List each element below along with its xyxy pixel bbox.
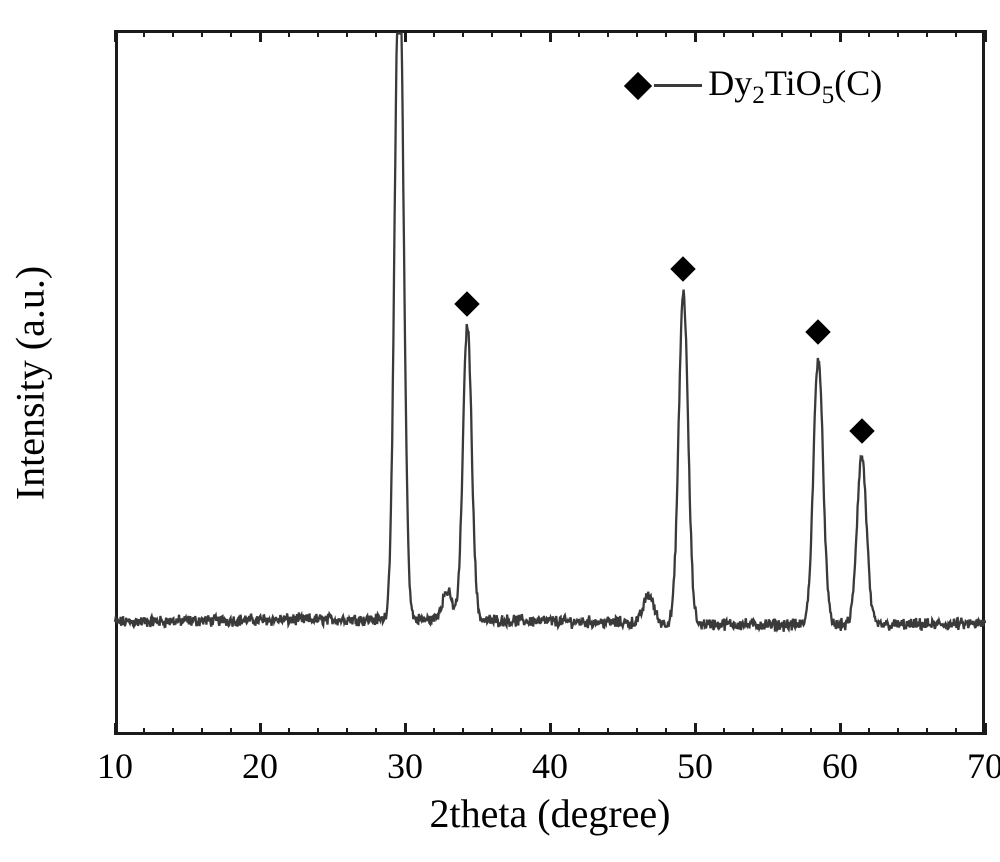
x-minor-tick-top: [491, 30, 493, 37]
x-minor-tick: [288, 728, 290, 735]
x-minor-tick: [607, 728, 609, 735]
x-minor-tick: [433, 728, 435, 735]
x-minor-tick: [955, 728, 957, 735]
x-tick-label: 30: [387, 745, 423, 787]
x-minor-tick: [375, 728, 377, 735]
x-minor-tick-top: [723, 30, 725, 37]
x-tick: [549, 723, 552, 735]
x-tick: [114, 723, 117, 735]
x-tick-label: 40: [532, 745, 568, 787]
x-minor-tick: [201, 728, 203, 735]
x-minor-tick: [897, 728, 899, 735]
x-minor-tick-top: [462, 30, 464, 37]
x-minor-tick-top: [868, 30, 870, 37]
x-minor-tick-top: [172, 30, 174, 37]
x-minor-tick-top: [926, 30, 928, 37]
x-minor-tick-top: [636, 30, 638, 37]
x-tick-label: 70: [967, 745, 1000, 787]
x-tick-top: [984, 30, 987, 42]
x-minor-tick: [172, 728, 174, 735]
x-minor-tick: [665, 728, 667, 735]
x-minor-tick: [636, 728, 638, 735]
x-minor-tick: [230, 728, 232, 735]
x-minor-tick-top: [346, 30, 348, 37]
x-minor-tick-top: [288, 30, 290, 37]
x-minor-tick-top: [810, 30, 812, 37]
x-tick-top: [694, 30, 697, 42]
x-minor-tick: [868, 728, 870, 735]
x-tick-top: [259, 30, 262, 42]
x-minor-tick-top: [665, 30, 667, 37]
x-minor-tick: [752, 728, 754, 735]
xrd-trace-path: [115, 34, 985, 632]
x-minor-tick-top: [607, 30, 609, 37]
x-minor-tick: [462, 728, 464, 735]
x-minor-tick-top: [201, 30, 203, 37]
x-tick-top: [549, 30, 552, 42]
x-minor-tick: [723, 728, 725, 735]
x-tick-label: 50: [677, 745, 713, 787]
x-tick: [404, 723, 407, 735]
x-minor-tick-top: [520, 30, 522, 37]
x-minor-tick-top: [433, 30, 435, 37]
x-tick-label: 20: [242, 745, 278, 787]
x-minor-tick-top: [317, 30, 319, 37]
x-minor-tick-top: [375, 30, 377, 37]
x-minor-tick-top: [781, 30, 783, 37]
x-tick-label: 60: [822, 745, 858, 787]
x-minor-tick: [926, 728, 928, 735]
x-minor-tick: [317, 728, 319, 735]
x-minor-tick: [781, 728, 783, 735]
x-minor-tick: [491, 728, 493, 735]
x-tick: [839, 723, 842, 735]
x-tick-label: 10: [97, 745, 133, 787]
x-tick: [984, 723, 987, 735]
x-tick-top: [839, 30, 842, 42]
x-minor-tick-top: [230, 30, 232, 37]
x-minor-tick-top: [752, 30, 754, 37]
x-minor-tick: [578, 728, 580, 735]
x-tick-top: [114, 30, 117, 42]
x-minor-tick: [810, 728, 812, 735]
x-minor-tick: [143, 728, 145, 735]
x-minor-tick-top: [955, 30, 957, 37]
x-tick-top: [404, 30, 407, 42]
x-minor-tick: [346, 728, 348, 735]
xrd-chart: Intensity (a.u.) 2theta (degree) Dy2TiO5…: [0, 0, 1000, 862]
x-minor-tick: [520, 728, 522, 735]
x-minor-tick-top: [143, 30, 145, 37]
x-minor-tick-top: [578, 30, 580, 37]
x-tick: [694, 723, 697, 735]
x-tick: [259, 723, 262, 735]
x-minor-tick-top: [897, 30, 899, 37]
